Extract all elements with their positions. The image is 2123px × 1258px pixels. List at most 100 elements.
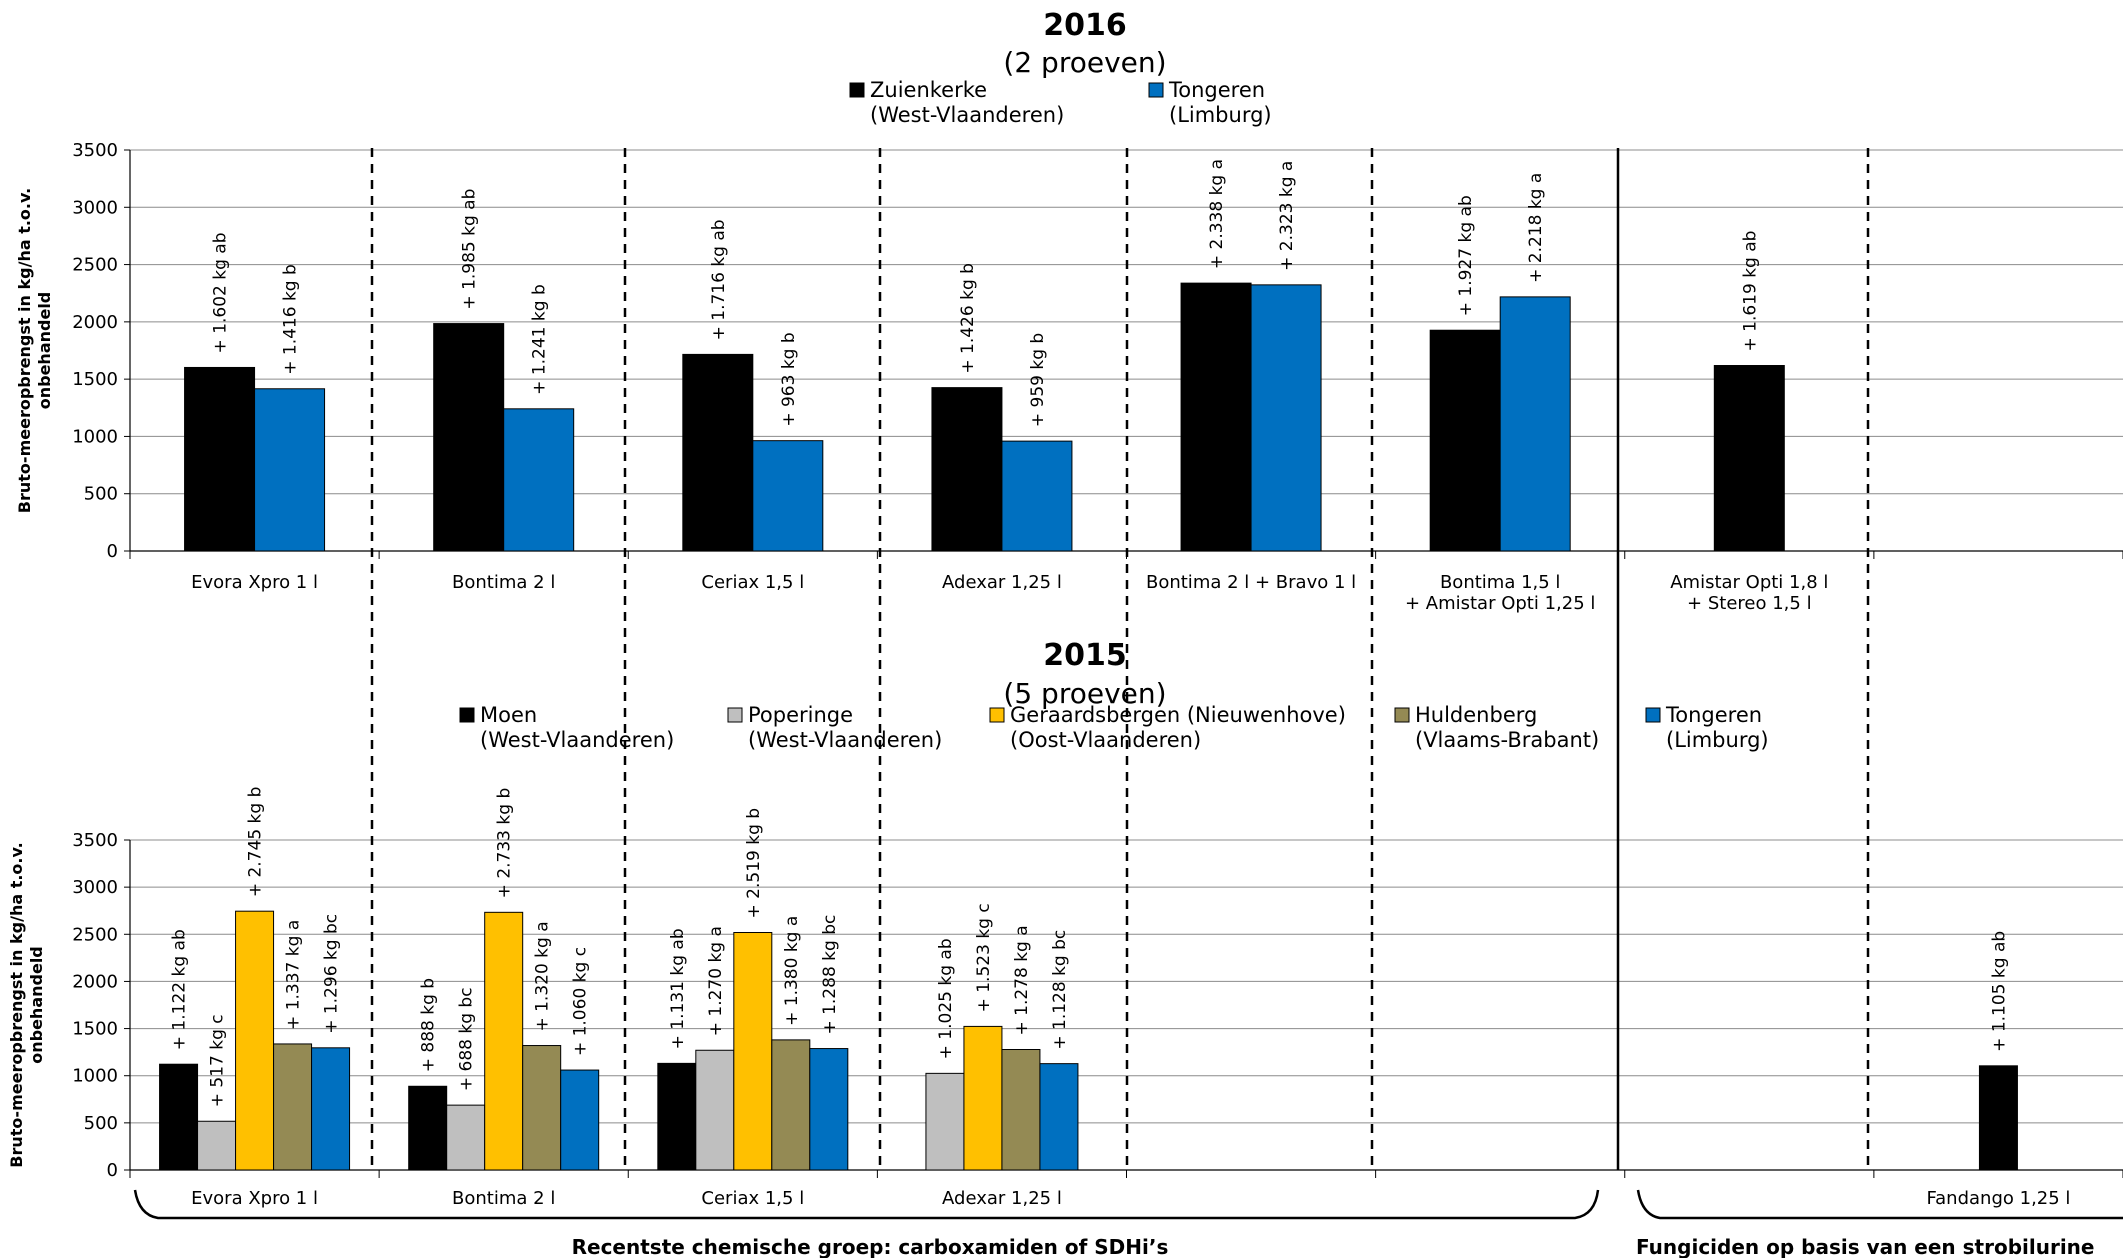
bar — [433, 323, 505, 552]
data-label: + 1.985 kg ab — [460, 189, 480, 310]
data-label: + 888 kg b — [419, 978, 439, 1072]
y-tick-label: 2500 — [72, 924, 118, 945]
legend-label: Huldenberg — [1415, 703, 1537, 727]
bar — [560, 1069, 600, 1171]
bar — [1499, 296, 1571, 552]
bar — [408, 1085, 448, 1171]
bar — [733, 931, 773, 1171]
bar — [273, 1043, 313, 1171]
category-label: Ceriax 1,5 l — [701, 572, 804, 593]
category-label: Adexar 1,25 l — [942, 572, 1062, 593]
data-label: + 1.716 kg ab — [709, 219, 729, 340]
data-label: + 963 kg b — [779, 332, 799, 426]
data-label: + 959 kg b — [1028, 333, 1048, 427]
y-tick-label: 500 — [84, 484, 118, 505]
bar — [311, 1047, 351, 1171]
bar — [197, 1120, 237, 1171]
bar — [809, 1048, 849, 1171]
y-tick-label: 0 — [107, 1160, 118, 1181]
y-tick-label: 1500 — [72, 1019, 118, 1040]
bar — [446, 1104, 486, 1171]
data-label: + 1.927 kg ab — [1456, 195, 1476, 316]
legend-label: Zuienkerke — [870, 78, 987, 102]
data-label: + 1.278 kg a — [1012, 925, 1032, 1035]
category-label: Bontima 2 l — [452, 1188, 555, 1209]
data-label: + 1.416 kg b — [281, 264, 301, 375]
legend-item: Geraardsbergen (Nieuwenhove)(Oost-Vlaand… — [989, 703, 1346, 752]
y-tick-label: 0 — [107, 541, 118, 562]
data-label: + 1.060 kg c — [571, 947, 591, 1056]
bar — [963, 1025, 1003, 1171]
y-tick-label: 2000 — [72, 971, 118, 992]
y-axis-label-line: onbehandeld — [27, 946, 46, 1064]
legend-label: (West-Vlaanderen) — [748, 728, 942, 752]
legend-label: (Vlaams-Brabant) — [1415, 728, 1599, 752]
y-axis-title: Bruto-meeropbrengst in kg/ha t.o.v. onbeh… — [7, 842, 46, 1167]
data-label: + 1.320 kg a — [533, 921, 553, 1031]
legend-item: Moen(West-Vlaanderen) — [459, 703, 674, 752]
data-label: + 1.296 kg bc — [322, 914, 342, 1034]
category-label: Adexar 1,25 l — [942, 1188, 1062, 1209]
legend-label: (Limburg) — [1169, 103, 1272, 127]
bar — [752, 440, 824, 552]
data-label: + 1.025 kg ab — [936, 938, 956, 1059]
group-brace — [133, 1189, 1600, 1220]
y-tick-label: 3500 — [72, 830, 118, 851]
chart-title: 2015 — [1043, 638, 1127, 673]
bar — [235, 910, 275, 1171]
data-label: + 1.380 kg a — [782, 916, 802, 1026]
data-label: + 517 kg c — [208, 1014, 228, 1107]
legend-label: Poperinge — [748, 703, 853, 727]
y-tick-label: 2500 — [72, 255, 118, 276]
group-label: Recentste chemische groep: carboxamiden … — [572, 1235, 1169, 1258]
data-label: + 1.602 kg ab — [211, 232, 231, 353]
bar — [657, 1062, 697, 1171]
group-brace — [1636, 1189, 2123, 1220]
data-label: + 1.523 kg c — [974, 903, 994, 1012]
data-label: + 2.323 kg a — [1277, 161, 1297, 271]
data-label: + 1.128 kg bc — [1050, 930, 1070, 1050]
y-tick-label: 3000 — [72, 197, 118, 218]
legend-label: (Limburg) — [1666, 728, 1769, 752]
bar — [931, 387, 1003, 552]
y-axis-label-line: Bruto-meeropbrengst in kg/ha t.o.v. — [15, 188, 34, 513]
bar — [1250, 284, 1322, 552]
category-label: Amistar Opti 1,8 l — [1670, 572, 1828, 593]
bar — [1978, 1065, 2018, 1171]
legend-swatch — [459, 707, 475, 723]
bar — [484, 911, 524, 1171]
bar — [1001, 1049, 1041, 1171]
category-label: Fandango 1,25 l — [1926, 1188, 2070, 1209]
data-label: + 2.218 kg a — [1526, 173, 1546, 283]
legend-label: (West-Vlaanderen) — [870, 103, 1064, 127]
bar — [1001, 440, 1073, 552]
legend-swatch — [1394, 707, 1410, 723]
chart-subtitle: (5 proeven) — [1003, 677, 1166, 710]
y-tick-label: 1000 — [72, 426, 118, 447]
data-label: + 2.338 kg a — [1207, 159, 1227, 269]
legend-item: Poperinge(West-Vlaanderen) — [727, 703, 942, 752]
bar — [503, 408, 575, 552]
legend-item: Tongeren(Limburg) — [1148, 78, 1272, 127]
data-label: + 1.122 kg ab — [170, 929, 190, 1050]
bar — [184, 366, 256, 552]
data-label: + 1.105 kg ab — [1989, 931, 2009, 1052]
data-label: + 1.288 kg bc — [820, 915, 840, 1035]
legend-swatch — [1148, 82, 1164, 98]
y-tick-label: 1500 — [72, 369, 118, 390]
legend-item: Huldenberg(Vlaams-Brabant) — [1394, 703, 1599, 752]
data-label: + 1.131 kg ab — [668, 928, 688, 1049]
category-label: Bontima 2 l + Bravo 1 l — [1146, 572, 1356, 593]
legend-label: Moen — [480, 703, 537, 727]
data-label: + 1.270 kg a — [706, 926, 726, 1036]
bar — [1429, 329, 1501, 552]
category-label: + Amistar Opti 1,25 l — [1405, 593, 1595, 614]
group-label: Fungiciden op basis van een strobilurine — [1636, 1235, 2095, 1258]
y-tick-label: 500 — [84, 1113, 118, 1134]
chart-subtitle: (2 proeven) — [1003, 46, 1166, 79]
data-label: + 2.733 kg b — [495, 788, 515, 899]
category-label: Evora Xpro 1 l — [191, 1188, 318, 1209]
category-label: Ceriax 1,5 l — [701, 1188, 804, 1209]
bar — [1713, 365, 1785, 552]
